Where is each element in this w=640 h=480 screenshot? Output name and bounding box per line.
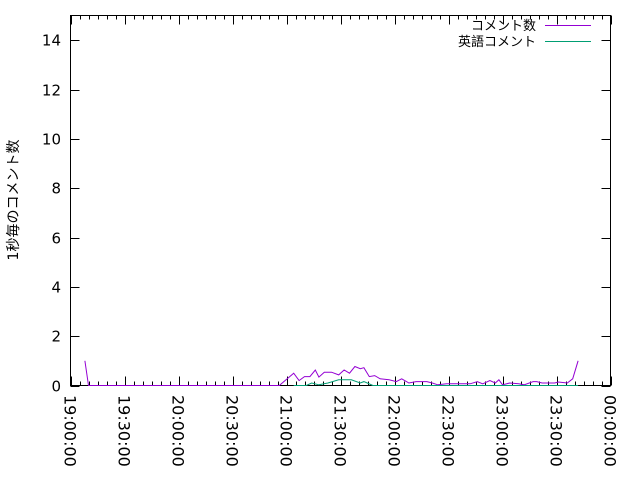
y-tick-label: 8 [51, 180, 61, 198]
x-tick-label: 20:00:00 [169, 395, 188, 467]
x-tick-label: 23:00:00 [493, 395, 512, 467]
legend-label-english: 英語コメント [458, 34, 536, 50]
x-tick-label: 22:00:00 [385, 395, 404, 467]
y-tick-label: 0 [51, 378, 61, 396]
series-lines [84, 360, 579, 386]
x-tick-label: 21:30:00 [331, 395, 350, 467]
y-tick-label: 12 [42, 82, 61, 100]
x-tick-labels: 19:00:00 19:30:00 20:00:00 20:30:00 21:00:00… [61, 395, 620, 467]
axis-ticks [70, 15, 612, 387]
legend-label-comments: コメント数 [471, 19, 536, 34]
x-tick-label: 19:00:00 [61, 395, 80, 467]
y-axis-label: 1秒毎のコメント数 [6, 140, 22, 261]
series-line-0 [84, 360, 579, 386]
legend: コメント数 英語コメント [458, 19, 591, 50]
series-line-1 [293, 379, 579, 386]
y-tick-label: 2 [51, 328, 61, 346]
y-tick-labels: 0 2 4 6 8 10 12 14 [42, 32, 61, 396]
x-tick-label: 00:00:00 [601, 395, 620, 467]
x-tick-label: 20:30:00 [223, 395, 242, 467]
x-tick-label: 22:30:00 [439, 395, 458, 467]
x-tick-label: 21:00:00 [277, 395, 296, 467]
y-tick-label: 10 [42, 131, 61, 149]
x-tick-label: 19:30:00 [115, 395, 134, 467]
plot-frame [70, 15, 611, 386]
y-tick-label: 4 [51, 279, 61, 297]
y-tick-label: 14 [42, 32, 61, 50]
y-tick-label: 6 [51, 230, 61, 248]
x-tick-label: 23:30:00 [547, 395, 566, 467]
